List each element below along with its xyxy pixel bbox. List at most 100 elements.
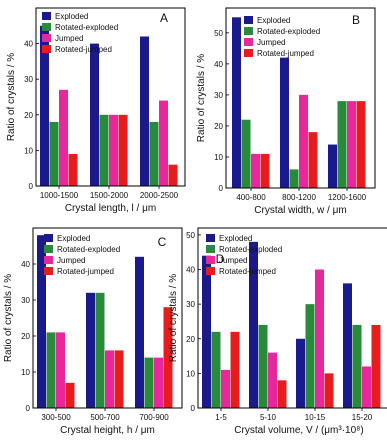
- x-tick-label-b-2: 1200-1600: [328, 193, 367, 202]
- bar-c-0-3: [65, 382, 75, 408]
- plot-frame-c: [32, 227, 183, 409]
- x-tick-label-d-1: 5-10: [260, 413, 277, 422]
- bar-d-1-2: [268, 352, 277, 408]
- legend-swatch-c-1: [44, 245, 53, 253]
- bar-a-0-0: [40, 25, 49, 186]
- legend-label-d-3: Rotated-jumped: [219, 267, 276, 276]
- y-tick-label-d-1: 10: [186, 369, 195, 378]
- legend-swatch-a-1: [42, 23, 51, 31]
- legend-label-d-0: Exploded: [219, 234, 252, 243]
- y-tick-label-b-5: 50: [214, 29, 223, 38]
- plot-frame-d: [197, 227, 387, 409]
- bar-d-2-0: [296, 338, 305, 408]
- y-tick-label-a-3: 30: [24, 75, 33, 84]
- bar-c-0-2: [56, 332, 65, 408]
- legend-label-d-1: Rotated-exploded: [219, 245, 282, 254]
- bar-a-1-1: [99, 114, 109, 186]
- y-tick-label-b-4: 40: [214, 60, 223, 69]
- bar-a-1-2: [109, 114, 118, 186]
- y-tick-label-b-1: 10: [214, 153, 223, 162]
- y-tick-label-c-4: 40: [21, 260, 30, 269]
- y-tick-label-c-3: 30: [21, 296, 30, 305]
- y-tick-label-d-5: 50: [186, 231, 195, 240]
- bar-b-2-0: [328, 144, 337, 188]
- bar-c-2-3: [163, 307, 173, 408]
- y-tick-label-a-0: 0: [29, 182, 34, 191]
- legend-swatch-b-2: [244, 38, 253, 46]
- bar-b-1-2: [299, 94, 308, 188]
- bar-a-0-3: [68, 153, 78, 186]
- y-tick-label-d-0: 0: [191, 404, 196, 413]
- y-tick-label-c-2: 20: [21, 332, 30, 341]
- chart-panel-c: 300-500 500-700 700-900 0 10 20 30 40 Ratio of c…: [3, 227, 183, 436]
- bar-a-0-1: [49, 121, 59, 186]
- y-tick-label-a-4: 40: [24, 40, 33, 49]
- x-tick-label-c-0: 300-500: [41, 413, 71, 422]
- legend-label-a-2: Jumped: [55, 34, 83, 43]
- x-tick-label-d-0: 1-5: [215, 413, 227, 422]
- legend-swatch-a-3: [42, 45, 51, 53]
- x-tick-label-d-3: 15-20: [352, 413, 373, 422]
- chart-panel-d: 1-5 5-10 10-15 15-20 0 10 20 30 40 50 Ratio of cry…: [168, 227, 387, 436]
- bar-a-0-2: [59, 89, 68, 186]
- bar-d-2-3: [324, 373, 334, 408]
- legend-swatch-a-0: [42, 12, 51, 20]
- x-axis-label-a: Crystal length, l / μm: [65, 203, 156, 214]
- bar-b-0-3: [260, 153, 270, 188]
- bar-d-0-2: [221, 369, 230, 408]
- x-tick-label-c-2: 700-900: [139, 413, 169, 422]
- y-tick-label-c-1: 10: [21, 368, 30, 377]
- y-axis-label-d: Ratio of crystals / %: [168, 274, 179, 362]
- bar-c-0-0: [37, 235, 46, 408]
- legend-label-a-0: Exploded: [55, 12, 88, 21]
- x-tick-label-a-0: 1000-1500: [40, 191, 79, 200]
- bar-a-1-0: [90, 43, 99, 186]
- bar-b-1-0: [280, 57, 289, 188]
- panel-label-b: B: [352, 13, 360, 27]
- bar-b-2-3: [356, 101, 366, 188]
- y-tick-label-c-0: 0: [26, 404, 31, 413]
- legend-label-b-1: Rotated-exploded: [257, 27, 320, 36]
- legend-label-c-0: Exploded: [57, 234, 90, 243]
- legend-label-d-2: Jumped: [219, 256, 247, 265]
- bar-c-1-3: [114, 350, 124, 408]
- y-axis-label-b: Ratio of crystals / %: [196, 54, 207, 142]
- legend-label-b-2: Jumped: [257, 38, 285, 47]
- legend-swatch-c-0: [44, 234, 53, 242]
- panel-label-d: D: [216, 252, 225, 266]
- chart-panel-a: 1000-1500 1500-2000 2000-2500 0 10 20 30 40 Rati…: [6, 7, 186, 214]
- bar-d-3-1: [352, 324, 362, 408]
- bar-d-1-1: [258, 324, 268, 408]
- y-tick-label-d-4: 40: [186, 266, 195, 275]
- legend-label-a-3: Rotated-jumped: [55, 45, 112, 54]
- x-axis-label-c: Crystal height, h / μm: [60, 425, 155, 436]
- bar-a-2-3: [168, 164, 178, 186]
- legend-swatch-b-1: [244, 27, 253, 35]
- bar-a-1-3: [118, 114, 128, 186]
- bar-c-0-1: [46, 332, 56, 408]
- panel-label-a: A: [160, 11, 168, 25]
- plot-frame-a: [35, 7, 186, 187]
- bar-b-0-1: [241, 119, 251, 188]
- bar-d-3-2: [362, 366, 371, 408]
- legend-label-c-2: Jumped: [57, 256, 85, 265]
- y-tick-label-d-3: 30: [186, 300, 195, 309]
- bar-d-2-1: [305, 304, 315, 408]
- bar-c-1-2: [105, 350, 114, 408]
- bar-b-2-1: [337, 101, 347, 188]
- legend-swatch-d-1: [206, 245, 215, 253]
- legend-swatch-d-3: [206, 267, 215, 275]
- x-axis-label-b: Crystal width, w / μm: [254, 205, 346, 216]
- legend-label-a-1: Rotated-exploded: [55, 23, 118, 32]
- y-axis-label-a: Ratio of crystals / %: [6, 53, 17, 141]
- bar-a-2-1: [149, 121, 159, 186]
- plot-frame-b: [225, 7, 376, 189]
- bar-d-3-3: [371, 324, 381, 408]
- y-tick-label-b-3: 30: [214, 91, 223, 100]
- legend-label-c-3: Rotated-jumped: [57, 267, 114, 276]
- x-tick-label-c-1: 500-700: [90, 413, 120, 422]
- legend-swatch-b-3: [244, 49, 253, 57]
- y-tick-label-d-2: 20: [186, 335, 195, 344]
- x-tick-label-a-2: 2000-2500: [140, 191, 179, 200]
